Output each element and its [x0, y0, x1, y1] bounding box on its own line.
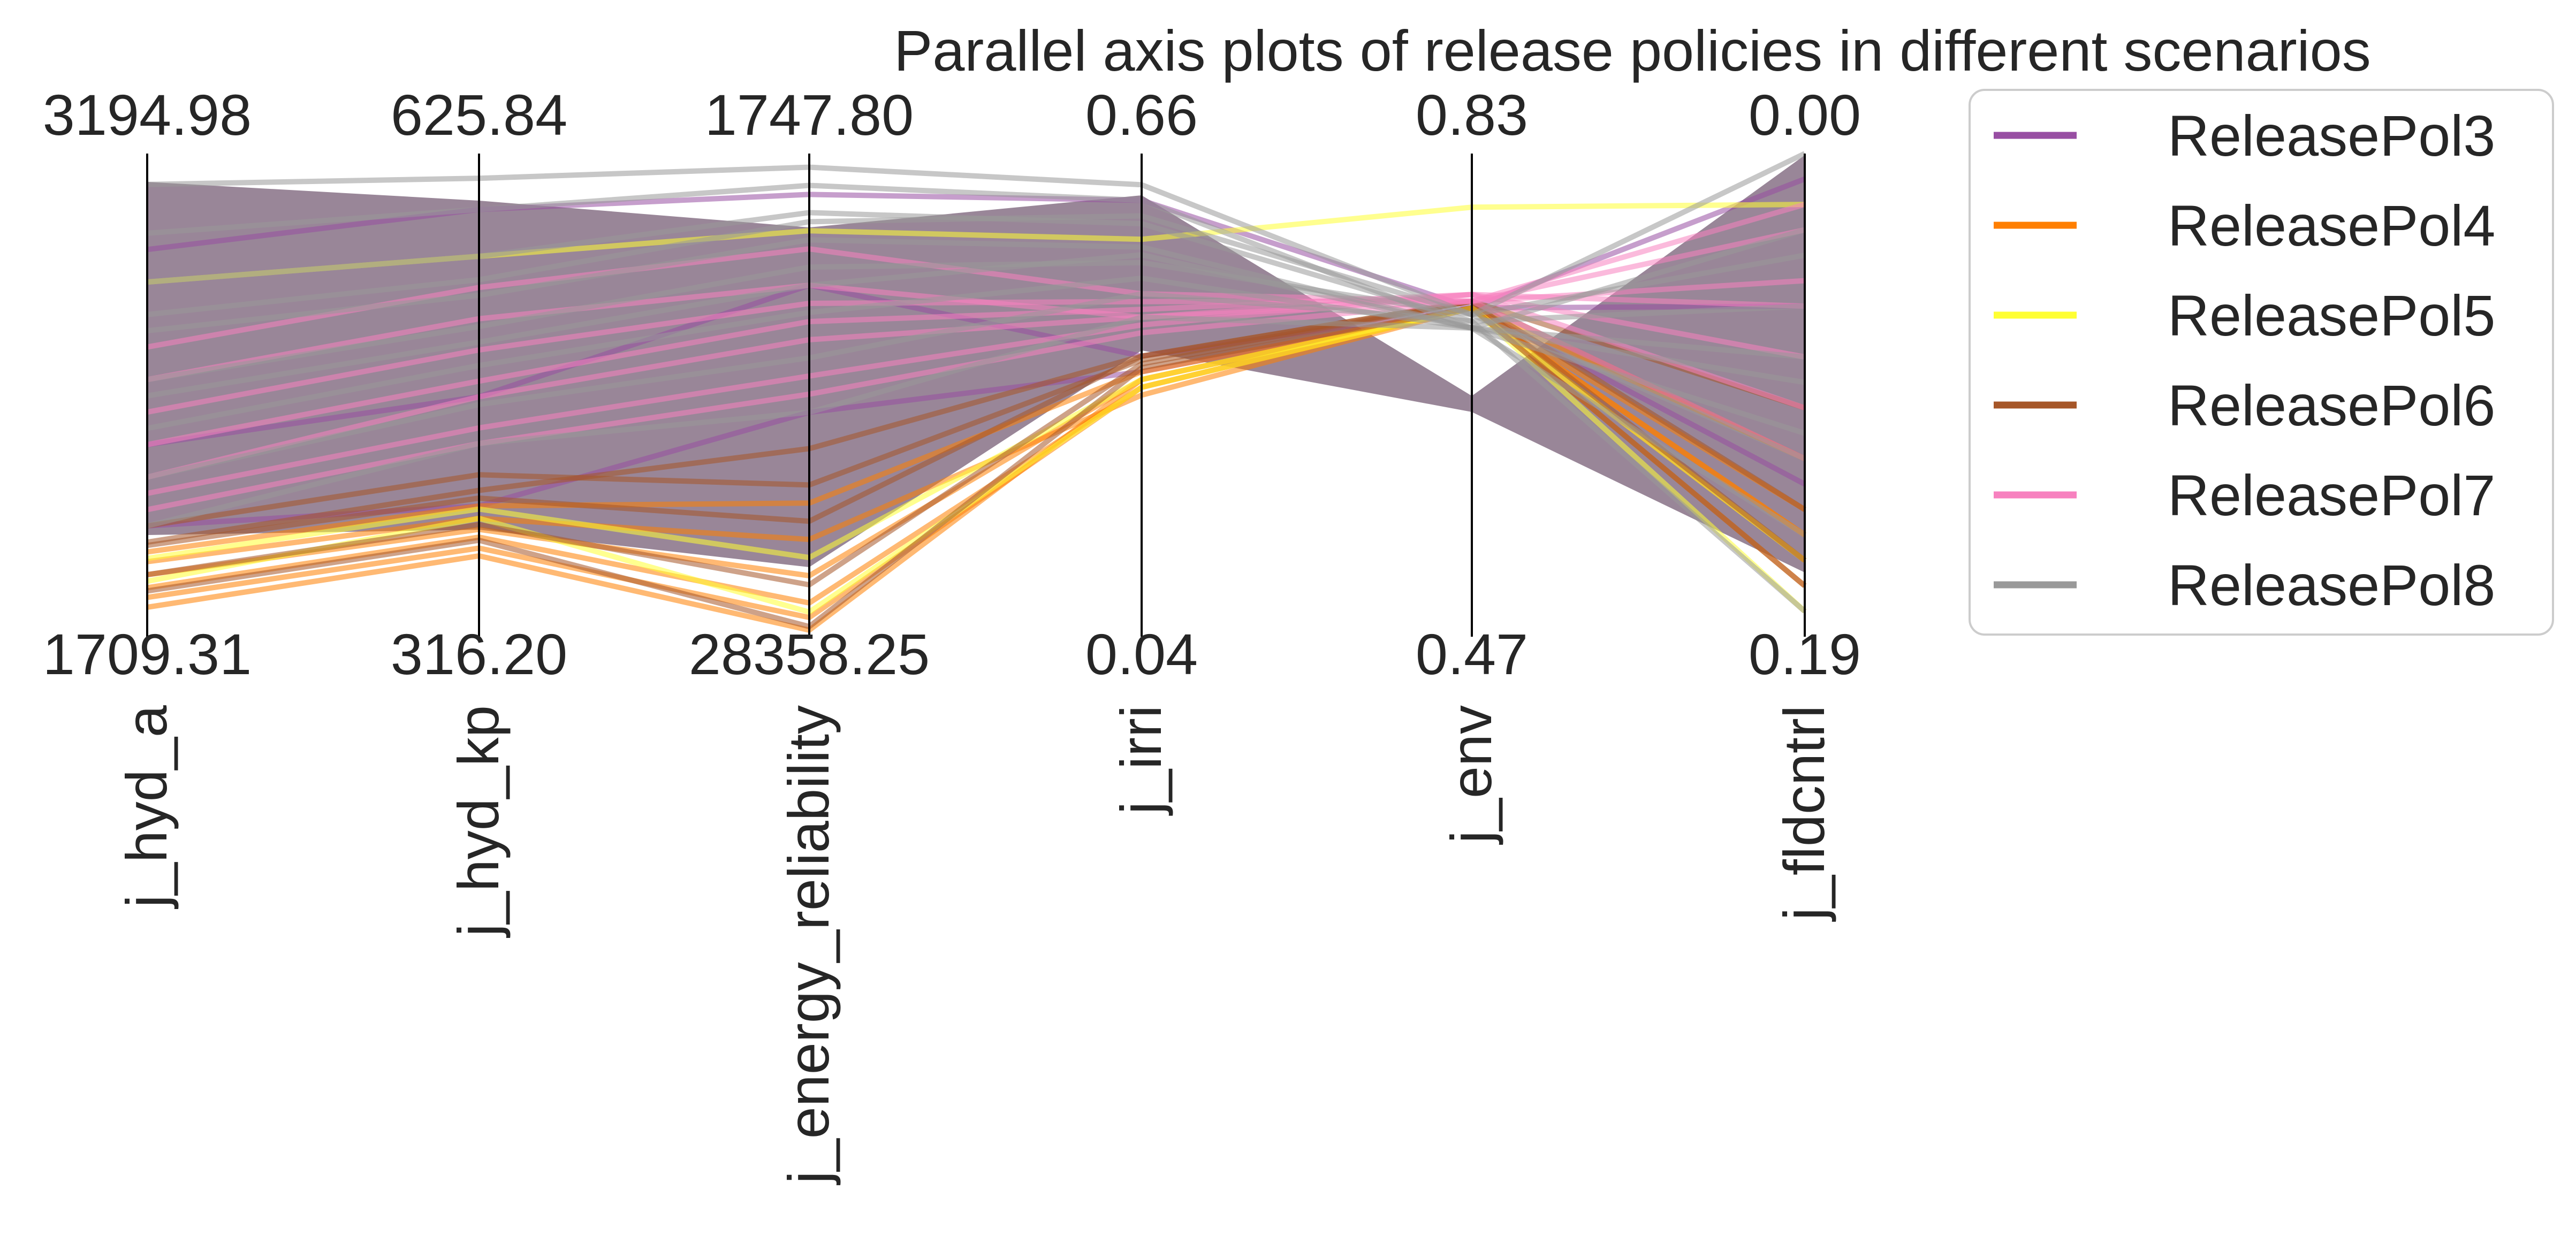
- series-line: [147, 283, 1805, 383]
- axis-bottom-tick: 28358.25: [689, 622, 930, 686]
- legend-label: ReleasePol5: [2168, 283, 2495, 348]
- series-line: [147, 182, 1806, 331]
- legend-label: ReleasePol8: [2168, 553, 2495, 617]
- axis-top-tick: 1747.80: [705, 82, 914, 147]
- axis-j_hyd_kp: 625.84 316.20 j_hyd_kp: [391, 82, 567, 938]
- axis-top-tick: 0.66: [1085, 82, 1198, 147]
- axis-j_env: 0.83 0.47 j_env: [1416, 82, 1528, 845]
- axis-j_irri: 0.66 0.04 j_irri: [1085, 82, 1198, 816]
- axis-j_energy_reliability: 1747.80 28358.25 j_energy_reliability: [689, 82, 930, 1185]
- axis-label: j_fldcntrl: [1772, 705, 1836, 922]
- axis-label: j_env: [1439, 705, 1503, 845]
- axis-bottom-tick: 1709.31: [43, 622, 252, 686]
- legend-item: ReleasePol4: [1994, 193, 2495, 258]
- axis-top-tick: 0.83: [1416, 82, 1528, 147]
- axis-top-tick: 625.84: [391, 82, 567, 147]
- series-line: [147, 259, 1806, 461]
- legend-item: ReleasePol7: [1994, 463, 2495, 528]
- series-line: [147, 151, 1806, 318]
- axes: 3194.98 1709.31 j_hyd_a 625.84 316.20 j_hyd_k…: [43, 82, 1861, 1185]
- axis-top-tick: 0.00: [1749, 82, 1861, 147]
- axis-bottom-tick: 0.47: [1416, 622, 1528, 686]
- series-line: [147, 275, 1806, 538]
- series-line: [147, 305, 1807, 563]
- series-ReleasePol8: [146, 151, 1807, 614]
- chart-title: Parallel axis plots of release policies …: [894, 18, 2370, 83]
- axis-bottom-tick: 316.20: [391, 622, 567, 686]
- axis-top-tick: 3194.98: [43, 82, 252, 147]
- series-line: [147, 213, 1805, 318]
- legend-label: ReleasePol7: [2168, 463, 2495, 528]
- axis-j_fldcntrl: 0.00 0.19 j_fldcntrl: [1749, 82, 1861, 922]
- legend-label: ReleasePol6: [2168, 373, 2495, 438]
- axis-label: j_hyd_kp: [446, 705, 511, 938]
- axis-j_hyd_a: 3194.98 1709.31 j_hyd_a: [43, 82, 252, 909]
- axis-label: j_hyd_a: [114, 705, 179, 909]
- series-line: [146, 291, 1807, 614]
- series-line: [147, 252, 1805, 399]
- series-lines: [146, 151, 1807, 633]
- axis-label: j_energy_reliability: [776, 705, 841, 1185]
- legend: ReleasePol3 ReleasePol4 ReleasePol5 Release…: [1969, 89, 2554, 636]
- legend-item: ReleasePol6: [1994, 373, 2495, 438]
- series-line: [146, 314, 1806, 529]
- axis-bottom-tick: 0.19: [1749, 622, 1861, 686]
- legend-item: ReleasePol5: [1994, 283, 2495, 348]
- axis-bottom-tick: 0.04: [1085, 622, 1198, 686]
- series-line: [147, 305, 1807, 630]
- legend-item: ReleasePol3: [1994, 103, 2495, 168]
- legend-label: ReleasePol3: [2168, 103, 2495, 168]
- legend-box: [1969, 89, 2554, 636]
- legend-item: ReleasePol8: [1994, 553, 2495, 617]
- axis-label: j_irri: [1108, 705, 1173, 816]
- legend-label: ReleasePol4: [2168, 193, 2495, 258]
